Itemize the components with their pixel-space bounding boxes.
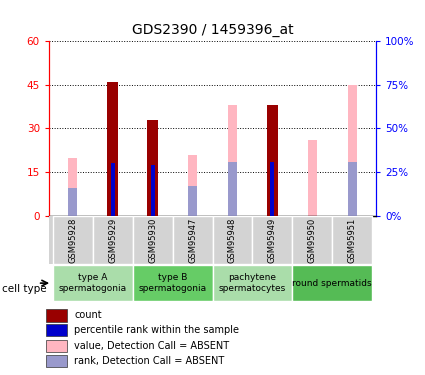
- Bar: [93, 216, 133, 264]
- Bar: [107, 82, 118, 216]
- Bar: [292, 265, 372, 301]
- Bar: [53, 216, 93, 264]
- Text: GSM95930: GSM95930: [148, 218, 157, 263]
- Bar: [46, 324, 67, 336]
- Bar: [53, 265, 133, 301]
- Bar: [68, 158, 77, 216]
- Bar: [133, 265, 212, 301]
- Bar: [150, 165, 155, 216]
- Bar: [173, 216, 212, 264]
- Text: percentile rank within the sample: percentile rank within the sample: [74, 325, 239, 335]
- Bar: [228, 162, 237, 216]
- Text: GSM95950: GSM95950: [308, 218, 317, 263]
- Text: value, Detection Call = ABSENT: value, Detection Call = ABSENT: [74, 341, 230, 351]
- Bar: [252, 216, 292, 264]
- Text: round spermatids: round spermatids: [292, 279, 372, 288]
- Bar: [111, 164, 115, 216]
- Text: GSM95949: GSM95949: [268, 218, 277, 263]
- Text: GSM95928: GSM95928: [68, 218, 77, 263]
- Text: GSM95951: GSM95951: [348, 218, 357, 263]
- Bar: [188, 186, 197, 216]
- Text: cell type: cell type: [2, 285, 47, 294]
- Bar: [348, 85, 357, 216]
- Bar: [348, 162, 357, 216]
- Bar: [147, 120, 158, 216]
- Bar: [188, 154, 197, 216]
- Bar: [332, 216, 372, 264]
- Bar: [46, 340, 67, 352]
- Bar: [68, 188, 77, 216]
- Bar: [46, 309, 67, 321]
- Text: type B
spermatogonia: type B spermatogonia: [139, 273, 207, 293]
- Bar: [212, 216, 252, 264]
- Bar: [270, 162, 275, 216]
- Bar: [46, 356, 67, 368]
- Bar: [292, 216, 332, 264]
- Bar: [212, 265, 292, 301]
- Bar: [308, 140, 317, 216]
- Bar: [228, 105, 237, 216]
- Text: GSM95947: GSM95947: [188, 218, 197, 263]
- Text: count: count: [74, 310, 102, 321]
- Text: type A
spermatogonia: type A spermatogonia: [59, 273, 127, 293]
- Title: GDS2390 / 1459396_at: GDS2390 / 1459396_at: [132, 24, 293, 38]
- Text: rank, Detection Call = ABSENT: rank, Detection Call = ABSENT: [74, 356, 224, 366]
- Bar: [133, 216, 173, 264]
- Bar: [267, 105, 278, 216]
- Text: GSM95929: GSM95929: [108, 218, 117, 263]
- Text: GSM95948: GSM95948: [228, 218, 237, 263]
- Text: pachytene
spermatocytes: pachytene spermatocytes: [219, 273, 286, 293]
